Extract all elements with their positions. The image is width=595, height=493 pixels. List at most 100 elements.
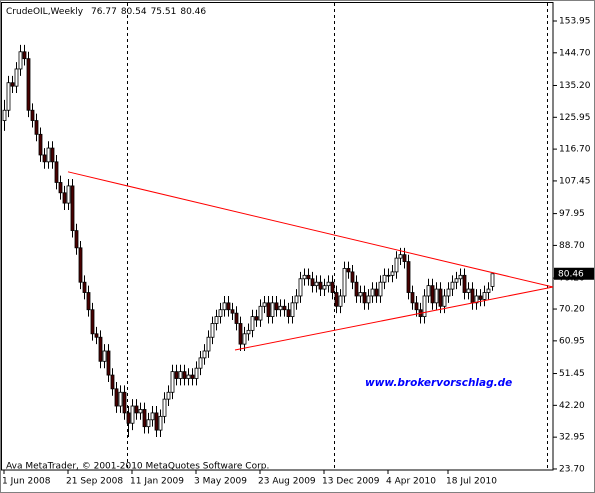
candle-body (118, 391, 123, 407)
candle-body (362, 292, 367, 304)
candle-body (214, 316, 219, 324)
high: 80.54 (121, 7, 147, 17)
candle-body (334, 292, 339, 307)
candle-body (106, 350, 111, 376)
y-tick-label: 153.95 (559, 16, 591, 26)
candle-body (222, 302, 227, 311)
y-tick-label: 23.70 (559, 464, 585, 474)
y-tick-label: 60.95 (559, 336, 585, 346)
candle-body (54, 161, 59, 183)
candle-body (58, 182, 63, 194)
x-tick-label: 1 Jun 2008 (2, 477, 51, 487)
candle-body (254, 316, 259, 321)
candle-body (50, 147, 55, 163)
x-tick-label: 3 May 2009 (194, 477, 247, 487)
y-tick-label: 97.95 (559, 209, 585, 219)
candle-body (70, 185, 75, 232)
y-tick-label: 116.70 (559, 145, 591, 155)
candle-body (410, 292, 415, 304)
candle-body (398, 254, 403, 259)
y-tick-label: 32.95 (559, 433, 585, 443)
candle-body (322, 285, 327, 290)
candle-body (270, 302, 275, 318)
candle-body (490, 273, 495, 287)
candle-body (330, 281, 335, 293)
candle-body (434, 288, 439, 304)
candle-body (258, 305, 263, 321)
candle-body (30, 109, 35, 121)
candle-body (202, 350, 207, 359)
candle-body (354, 281, 359, 297)
candle-body (46, 147, 51, 163)
current-price-label: 80.46 (558, 269, 584, 279)
candle-body (382, 274, 387, 283)
candle-body (466, 288, 471, 293)
y-tick-label: 70.20 (559, 305, 585, 315)
candle-body (474, 295, 479, 304)
candle-body (326, 281, 331, 287)
candle-body (426, 285, 431, 297)
candle-body (122, 391, 127, 414)
candle-body (350, 271, 355, 283)
y-tick-label: 144.70 (559, 48, 591, 58)
x-tick-label: 13 Dec 2009 (322, 477, 380, 487)
x-tick-label: 21 Sep 2008 (66, 477, 123, 487)
candle-body (238, 323, 243, 345)
candle-body (126, 412, 131, 424)
low: 75.51 (151, 7, 177, 17)
plot-frame (1, 2, 554, 471)
candle-body (182, 371, 187, 379)
candle-body (278, 305, 283, 311)
candle-body (178, 371, 183, 379)
candle-body (294, 295, 299, 304)
watermark: www.brokervorschlag.de (365, 377, 512, 389)
candle-body (38, 133, 43, 156)
candle-body (234, 312, 239, 324)
candle-body (422, 295, 427, 318)
candle-body (230, 309, 235, 314)
candle-body (10, 82, 15, 87)
candle-body (34, 120, 39, 135)
candle-body (114, 388, 119, 407)
y-tick-label: 51.45 (559, 369, 585, 379)
candle-body (470, 288, 475, 304)
candle-body (74, 230, 79, 249)
candle-body (450, 281, 455, 290)
candle-body (298, 278, 303, 297)
candle-body (262, 302, 267, 307)
trendline (234, 286, 554, 351)
candle-body (302, 274, 307, 280)
current-price-box (554, 267, 594, 280)
candle-body (266, 302, 271, 318)
y-tick-label: 107.45 (559, 176, 591, 186)
candle-body (194, 367, 199, 379)
x-tick-label: 23 Aug 2009 (258, 477, 316, 487)
candle-body (378, 281, 383, 297)
candle-body (94, 333, 99, 338)
y-tick-label: 42.20 (559, 401, 585, 411)
candle-body (274, 302, 279, 311)
candle-body (154, 412, 159, 431)
candle-body (66, 185, 71, 204)
candle-body (414, 302, 419, 311)
candle-body (442, 295, 447, 307)
candle-body (370, 288, 375, 297)
candle-body (6, 82, 11, 111)
candle-body (210, 323, 215, 338)
candle-body (482, 292, 487, 300)
copyright: Ava MetaTrader, © 2001-2010 MetaQuotes S… (6, 462, 269, 472)
candle-body (142, 409, 147, 428)
candle-body (282, 305, 287, 311)
candle-body (130, 405, 135, 424)
candle-body (2, 109, 7, 121)
candle-body (478, 295, 483, 300)
candle-body (82, 281, 87, 293)
candle-body (206, 336, 211, 352)
candle-body (454, 278, 459, 283)
candle-body (390, 271, 395, 276)
candle-body (90, 309, 95, 335)
candle-body (250, 316, 255, 331)
candle-body (86, 292, 91, 311)
candle-body (338, 295, 343, 307)
